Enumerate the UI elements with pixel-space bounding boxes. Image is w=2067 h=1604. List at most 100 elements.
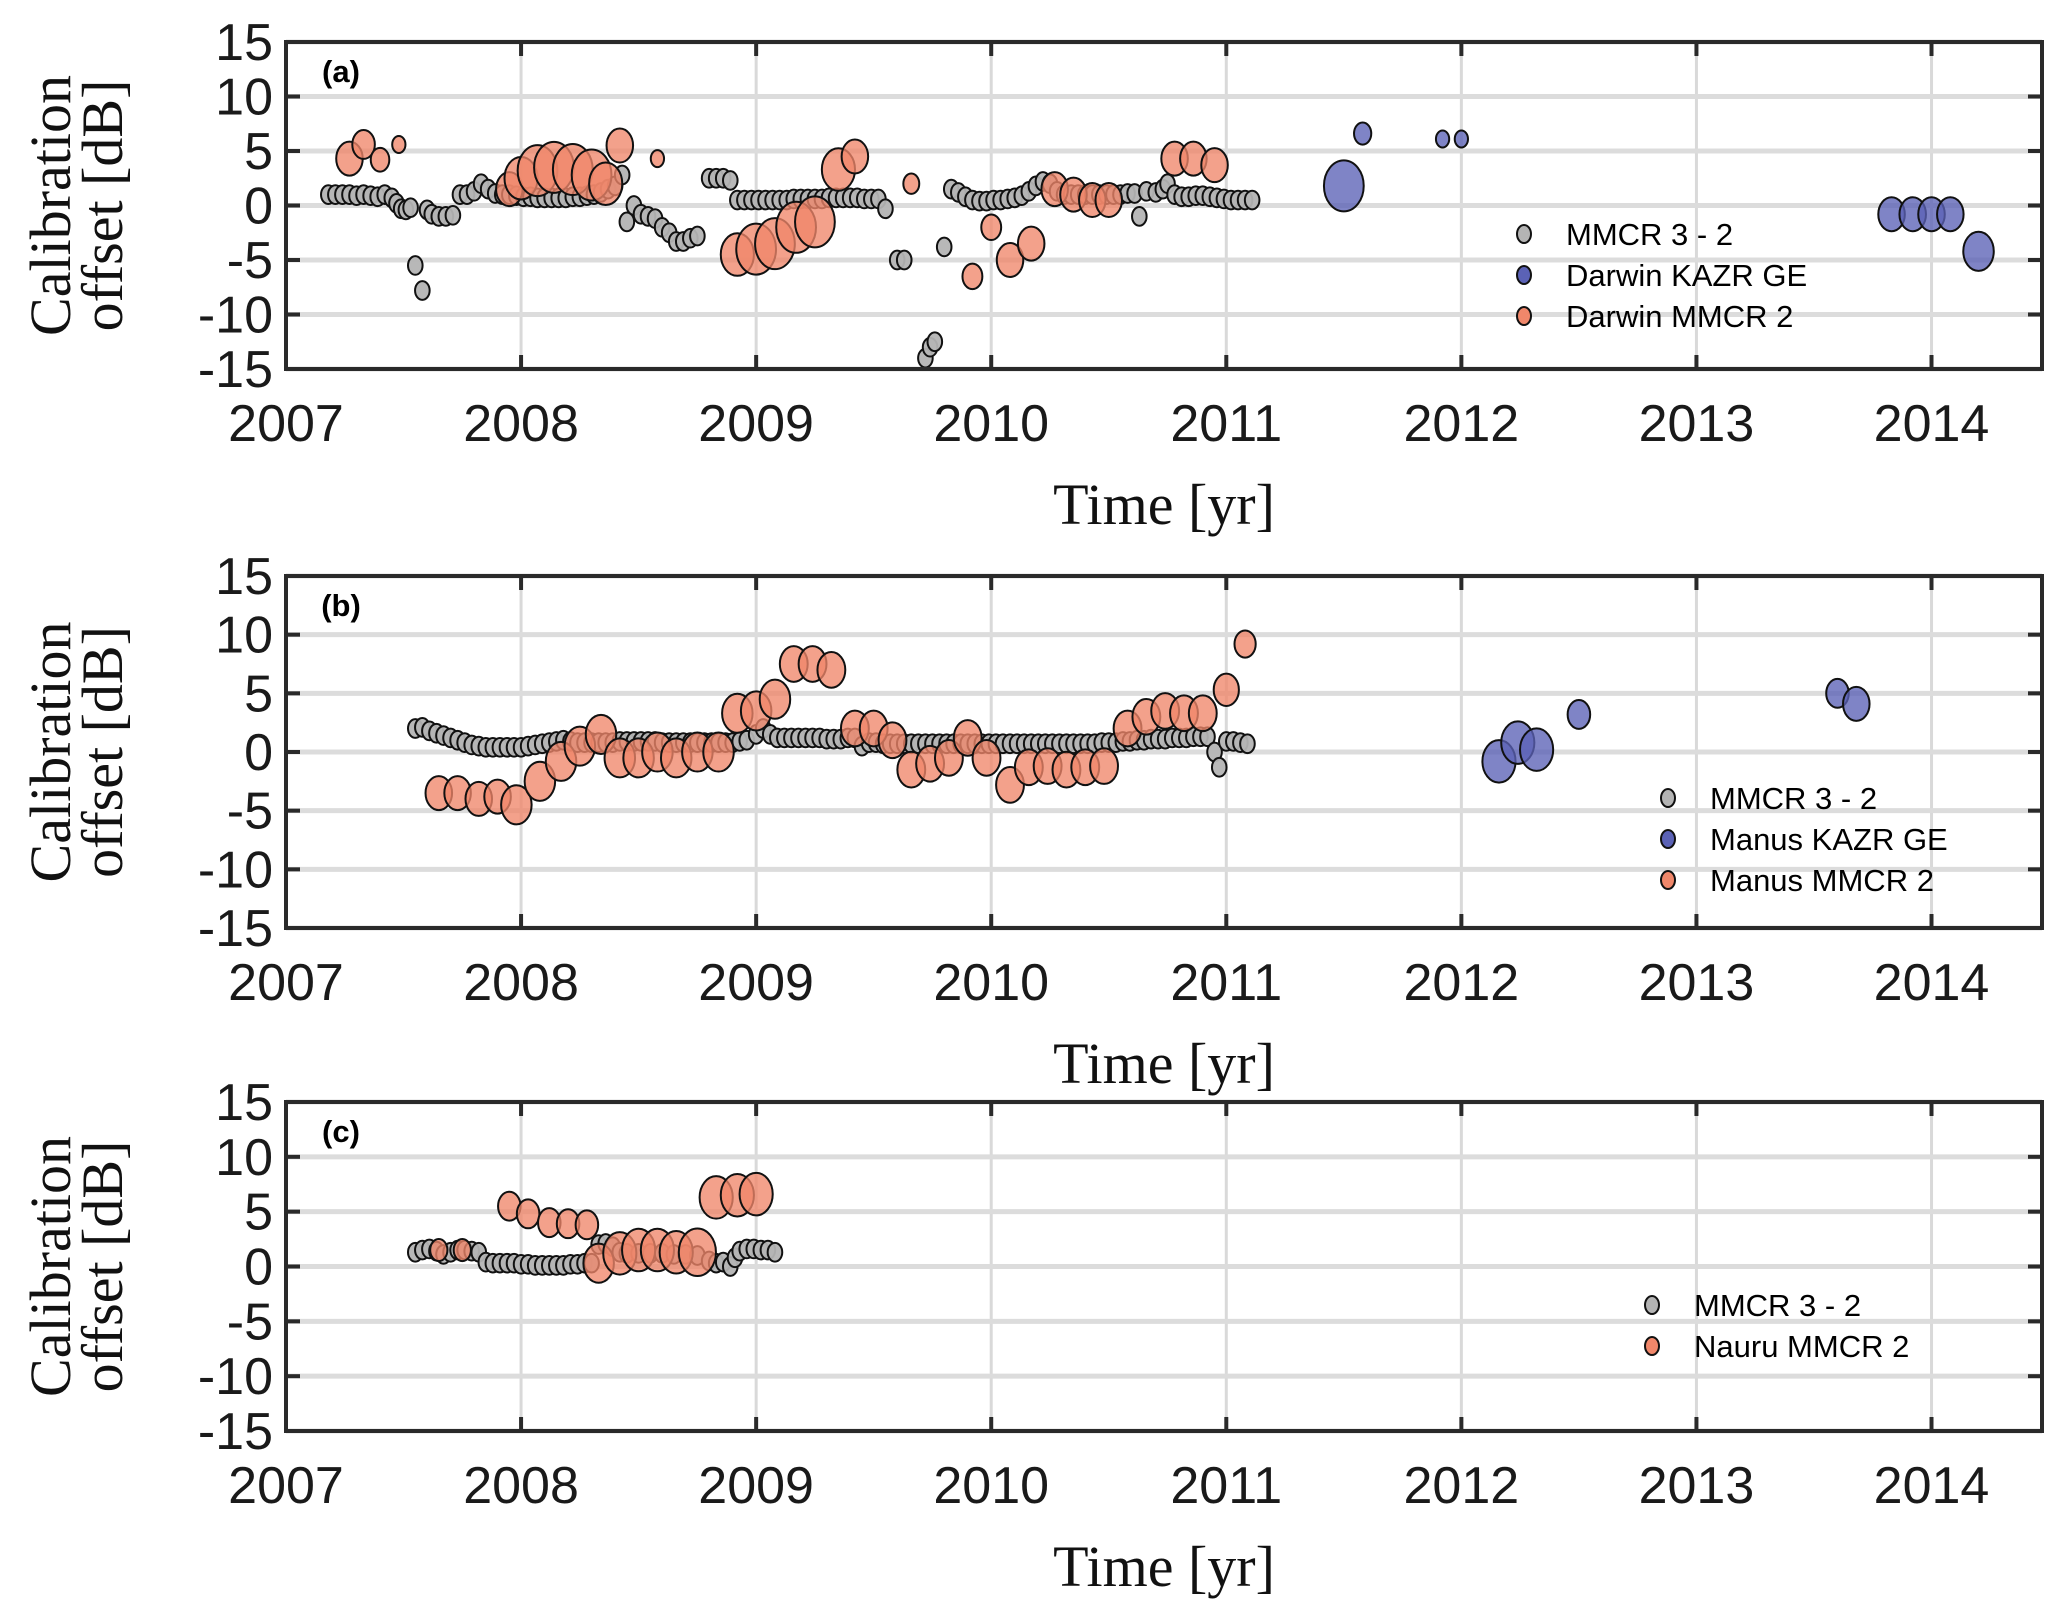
x-tick-label: 2007 [228,954,344,1012]
y-axis-label-line1: Calibration [18,75,83,336]
y-tick-label: 5 [244,123,273,181]
data-point [895,249,913,271]
x-tick-label: 2007 [228,1457,344,1515]
data-point [605,127,635,164]
y-tick-label: 15 [215,548,273,606]
data-point [1962,230,1995,272]
legend-item: MMCR 3 - 2 [1660,781,1877,816]
x-tick-label: 2014 [1874,954,1990,1012]
x-tick-label: 2011 [1170,1457,1282,1515]
x-tick-label: 2012 [1404,954,1520,1012]
panel-c: 2007 2008 2009 2010 2011 2012 2013 2014 151050-5… [18,1074,2044,1599]
x-axis-label: Time [yr] [1053,1031,1275,1096]
y-tick-label: 10 [215,1129,273,1187]
legend-marker [1644,1336,1660,1356]
y-tick-label: -10 [198,287,273,345]
legend-item: Darwin KAZR GE [1516,258,1807,293]
series-darwin-kazr-ge [1322,121,1995,272]
data-point [1453,129,1469,149]
data-point [1210,756,1228,778]
x-tick-label: 2009 [698,1457,814,1515]
data-point [766,1241,784,1263]
series-manus-kazr-ge [1481,677,1871,784]
x-tick-label: 2009 [698,395,814,453]
data-point [1212,672,1240,707]
data-point [1239,733,1256,755]
legend-marker [1516,265,1532,285]
data-point [429,1238,449,1263]
x-tick-label: 2010 [933,954,1049,1012]
legend-label: Darwin KAZR GE [1566,258,1807,293]
x-tick-label: 2008 [463,1457,579,1515]
data-point [758,678,792,720]
data-point [877,198,894,220]
legend: MMCR 3 - 2 Manus KAZR GE Manus MMCR 2 [1660,781,1948,898]
y-tick-label: -15 [198,1403,273,1461]
plot-area [406,1171,784,1284]
data-point [980,213,1003,242]
data-point [369,146,391,173]
x-tick-label: 2014 [1874,1457,1990,1515]
y-tick-label: 10 [215,607,273,665]
legend-marker [1516,306,1532,326]
y-tick-label: -5 [227,232,273,290]
x-axis-label: Time [yr] [1053,1534,1275,1599]
data-point [351,129,376,160]
legend-label: MMCR 3 - 2 [1566,217,1733,252]
series-manus-mmcr-2 [424,629,1257,826]
panel-b: 2007 2008 2009 2010 2011 2012 2013 2014 151050-5… [18,548,2044,1096]
y-tick-label: 0 [244,724,273,782]
data-point [649,149,666,169]
data-point [414,280,431,301]
y-tick-label: 10 [215,69,273,127]
y-tick-label: -10 [198,841,273,899]
plot-area [320,121,1995,369]
data-point [1566,699,1592,730]
legend: MMCR 3 - 2 Darwin KAZR GE Darwin MMCR 2 [1516,217,1807,334]
data-point [1519,727,1555,772]
data-point [1094,182,1124,219]
y-axis-label-line1: Calibration [18,622,83,883]
data-point [840,138,870,175]
data-point [500,784,533,826]
data-point [935,236,953,258]
y-axis-label-line2: offset [dB] [70,80,135,332]
legend-marker [1660,788,1676,808]
data-point [794,195,836,249]
x-tick-label: 2010 [933,1457,1049,1515]
legend-label: Manus MMCR 2 [1710,863,1934,898]
legend-item: Manus KAZR GE [1660,822,1948,857]
x-tick-label: 2008 [463,954,579,1012]
x-tick-label: 2011 [1170,395,1282,453]
data-point [877,721,908,760]
data-point [677,1227,717,1278]
data-point [452,1238,472,1263]
data-point [1434,129,1451,149]
data-point [995,242,1025,278]
legend-label: MMCR 3 - 2 [1694,1288,1861,1323]
data-point [971,739,1002,777]
legend-item: Nauru MMCR 2 [1644,1329,1909,1364]
x-tick-label: 2008 [463,395,579,453]
data-point [1353,121,1373,146]
data-point [402,197,419,219]
legend-item: MMCR 3 - 2 [1644,1288,1861,1323]
x-tick-label: 2013 [1639,954,1755,1012]
y-tick-label: 5 [244,665,273,723]
y-axis-label-line2: offset [dB] [70,626,135,878]
data-point [1936,196,1965,233]
data-point [738,1171,774,1217]
series-nauru-mmcr-2 [429,1171,774,1284]
y-tick-label: 15 [215,1074,273,1132]
x-tick-label: 2010 [933,395,1049,453]
data-point [1200,147,1229,184]
data-point [689,225,706,247]
data-point [1842,685,1871,722]
data-point [574,1209,600,1241]
data-point [406,255,424,276]
y-tick-label: 0 [244,1239,273,1297]
y-tick-label: 5 [244,1184,273,1242]
data-point [444,204,462,226]
data-point [902,172,921,195]
